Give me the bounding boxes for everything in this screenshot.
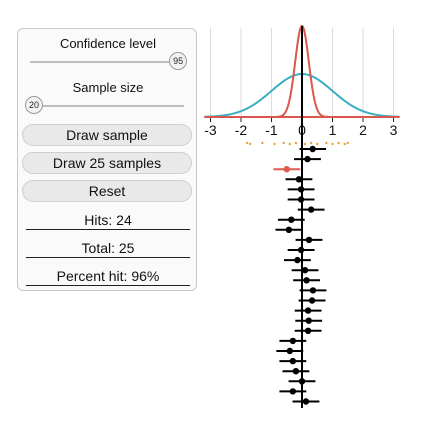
x-tick-label: 3 — [390, 122, 398, 138]
interval-mean-dot — [304, 155, 311, 163]
interval-mean-dot — [303, 277, 310, 284]
confidence-interval — [294, 327, 322, 334]
interval-mean-dot — [309, 145, 316, 153]
confidence-interval — [291, 267, 319, 274]
confidence-interval — [273, 166, 301, 173]
reset-button[interactable]: Reset — [22, 180, 192, 202]
interval-mean-dot — [288, 216, 295, 223]
interval-mean-dot — [308, 297, 316, 304]
interval-mean-dot — [305, 236, 313, 244]
interval-mean-dot — [302, 398, 310, 405]
confidence-interval — [294, 155, 321, 163]
sample-point — [294, 141, 298, 145]
sample-point — [245, 141, 249, 145]
confidence-interval — [277, 216, 305, 223]
confidence-interval — [284, 256, 311, 264]
interval-mean-dot — [298, 378, 306, 385]
sample-point — [303, 142, 307, 146]
sample-point — [273, 142, 276, 146]
confidence-interval — [287, 196, 315, 203]
interval-mean-dot — [289, 337, 297, 345]
sample-size-slider[interactable]: 20 — [25, 96, 184, 116]
sample-slider-track[interactable] — [34, 105, 184, 107]
sample-point — [346, 141, 349, 145]
confidence-interval — [275, 226, 303, 233]
confidence-interval — [293, 277, 320, 284]
sample-point — [288, 142, 291, 146]
sample-point — [343, 142, 346, 146]
confidence-interval — [276, 347, 304, 355]
interval-mean-dot — [285, 226, 293, 233]
sample-point — [282, 141, 285, 145]
interval-mean-dot — [297, 186, 305, 193]
controls-panel: Confidence level 95 Sample size 20 Draw … — [17, 28, 197, 291]
confidence-interval — [279, 388, 307, 395]
sample-point — [316, 142, 319, 146]
interval-mean-dot — [297, 246, 305, 254]
confidence-interval — [299, 287, 327, 294]
percent-hit-stat: Percent hit: 96% — [26, 268, 190, 286]
interval-mean-dot — [289, 357, 297, 365]
interval-mean-dot — [295, 176, 303, 183]
confidence-interval — [279, 337, 307, 345]
interval-mean-dot — [305, 317, 312, 324]
x-tick-label: -1 — [265, 122, 278, 138]
interval-mean-dot — [286, 347, 293, 355]
interval-mean-dot — [292, 368, 300, 375]
sample-point — [337, 141, 340, 145]
interval-mean-dot — [309, 287, 317, 294]
hits-stat: Hits: 24 — [26, 212, 190, 230]
interval-mean-dot — [304, 307, 312, 314]
x-tick-label: -3 — [204, 122, 217, 138]
confidence-interval — [288, 378, 316, 385]
confidence-interval — [295, 236, 323, 244]
draw-sample-button[interactable]: Draw sample — [22, 124, 192, 146]
interval-mean-dot — [307, 206, 315, 213]
interval-mean-dot — [289, 388, 297, 395]
sample-point — [331, 142, 334, 146]
interval-mean-dot — [294, 256, 301, 264]
sample-size-label: Sample size — [72, 80, 144, 95]
draw-25-samples-button[interactable]: Draw 25 samples — [22, 152, 192, 174]
confidence-level-label: Confidence level — [59, 36, 157, 51]
interval-mean-dot — [283, 166, 290, 173]
confidence-interval — [292, 398, 320, 405]
confidence-interval — [297, 206, 325, 213]
sample-points — [245, 141, 349, 146]
x-tick-label: 2 — [359, 122, 367, 138]
total-stat: Total: 25 — [26, 240, 190, 258]
confidence-interval — [287, 246, 315, 254]
x-axis-tick-labels: -3-2-10123 — [204, 122, 397, 138]
confidence-interval — [299, 145, 327, 153]
confidence-level-slider[interactable]: 95 — [30, 52, 188, 72]
interval-mean-dot — [297, 196, 305, 203]
confidence-interval — [282, 368, 310, 375]
confidence-interval — [294, 307, 322, 314]
sample-point — [261, 141, 264, 145]
confidence-slider-track[interactable] — [30, 61, 186, 63]
confidence-interval — [295, 317, 323, 324]
confidence-interval — [298, 297, 326, 304]
x-tick-label: -2 — [235, 122, 248, 138]
interval-mean-dot — [304, 327, 312, 334]
sample-point — [248, 142, 252, 146]
sample-slider-thumb[interactable]: 20 — [25, 96, 43, 114]
sample-point — [325, 141, 328, 145]
confidence-interval — [287, 186, 315, 193]
confidence-interval — [285, 176, 313, 183]
interval-mean-dot — [301, 267, 309, 274]
x-tick-label: 1 — [329, 122, 337, 138]
confidence-slider-thumb[interactable]: 95 — [169, 52, 188, 70]
confidence-interval — [279, 357, 307, 365]
confidence-intervals — [273, 145, 327, 405]
sample-point — [309, 141, 313, 145]
